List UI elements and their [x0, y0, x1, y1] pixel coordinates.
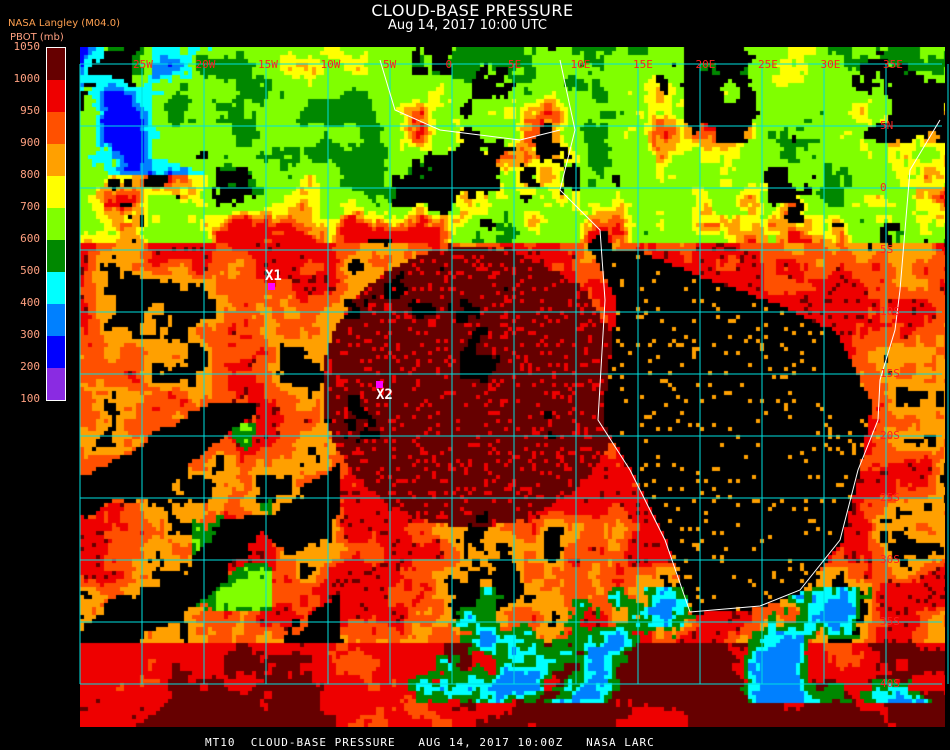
tick-label: 950 [20, 104, 40, 117]
latitude-label: 30S [880, 553, 900, 566]
color-bin-950-1000 [47, 80, 65, 112]
color-bin-200-300 [47, 336, 65, 368]
tick-label: 100 [20, 392, 40, 405]
tick-label: 1050 [13, 40, 41, 53]
longitude-label: 30E [820, 58, 841, 71]
latitude-label: 35S [880, 615, 900, 628]
color-bin-300-400 [47, 304, 65, 336]
latitude-label: 15S [880, 367, 900, 380]
longitude-label: 15W [258, 58, 278, 71]
marker-x2-label: X2 [376, 387, 393, 403]
tick-label: 200 [20, 360, 40, 373]
color-bar [46, 47, 66, 401]
marker-x2-dot [376, 381, 383, 388]
longitude-label: 20E [695, 58, 716, 71]
color-bin-700-800 [47, 176, 65, 208]
longitude-label: 5E [508, 58, 522, 71]
color-bin-600-700 [47, 208, 65, 240]
tick-label: 400 [20, 296, 40, 309]
longitude-label: 35E [883, 58, 903, 71]
tick-label: 1000 [13, 72, 41, 85]
tick-label: 300 [20, 328, 40, 341]
latitude-label: 5N [880, 119, 894, 132]
color-bin-1000-1050 [47, 48, 65, 80]
longitude-label: 10W [320, 58, 341, 71]
longitude-label: 20W [195, 58, 216, 71]
color-bin-400-500 [47, 272, 65, 304]
color-bin-100-200 [47, 368, 65, 400]
source-label: NASA Langley (M04.0) [8, 18, 120, 29]
tick-label: 700 [20, 200, 40, 213]
marker-x1-label: X1 [265, 268, 282, 284]
color-bin-500-600 [47, 240, 65, 272]
latitude-label: 25S [880, 491, 900, 504]
footer-caption: MT10 CLOUD-BASE PRESSURE AUG 14, 2017 10… [205, 736, 655, 749]
legend-unit-label: PBOT (mb) [10, 32, 64, 43]
latitude-label: 10S [880, 305, 900, 318]
coastline-west-africa [379, 59, 561, 141]
map-title: CLOUD-BASE PRESSURE [371, 1, 574, 20]
tick-label: 900 [20, 136, 40, 149]
latitude-label: 40S [880, 677, 900, 690]
latitude-label: 5S [880, 243, 894, 256]
longitude-label: 0 [445, 58, 453, 71]
longitude-label: 10E [570, 58, 591, 71]
color-bin-800-900 [47, 144, 65, 176]
latitude-label: 0 [880, 181, 887, 194]
longitude-label: 15E [633, 58, 653, 71]
cloud-base-pressure-map [80, 47, 945, 727]
longitude-label: 25E [758, 58, 778, 71]
longitude-label: 25W [133, 58, 153, 71]
tick-label: 800 [20, 168, 40, 181]
color-bin-900-950 [47, 112, 65, 144]
tick-label: 500 [20, 264, 40, 277]
latitude-label: 20S [880, 429, 900, 442]
longitude-label: 5W [383, 58, 397, 71]
tick-label: 600 [20, 232, 40, 245]
map-datetime: Aug 14, 2017 10:00 UTC [388, 18, 547, 33]
marker-x1-dot [268, 283, 275, 290]
coastline [559, 59, 941, 613]
